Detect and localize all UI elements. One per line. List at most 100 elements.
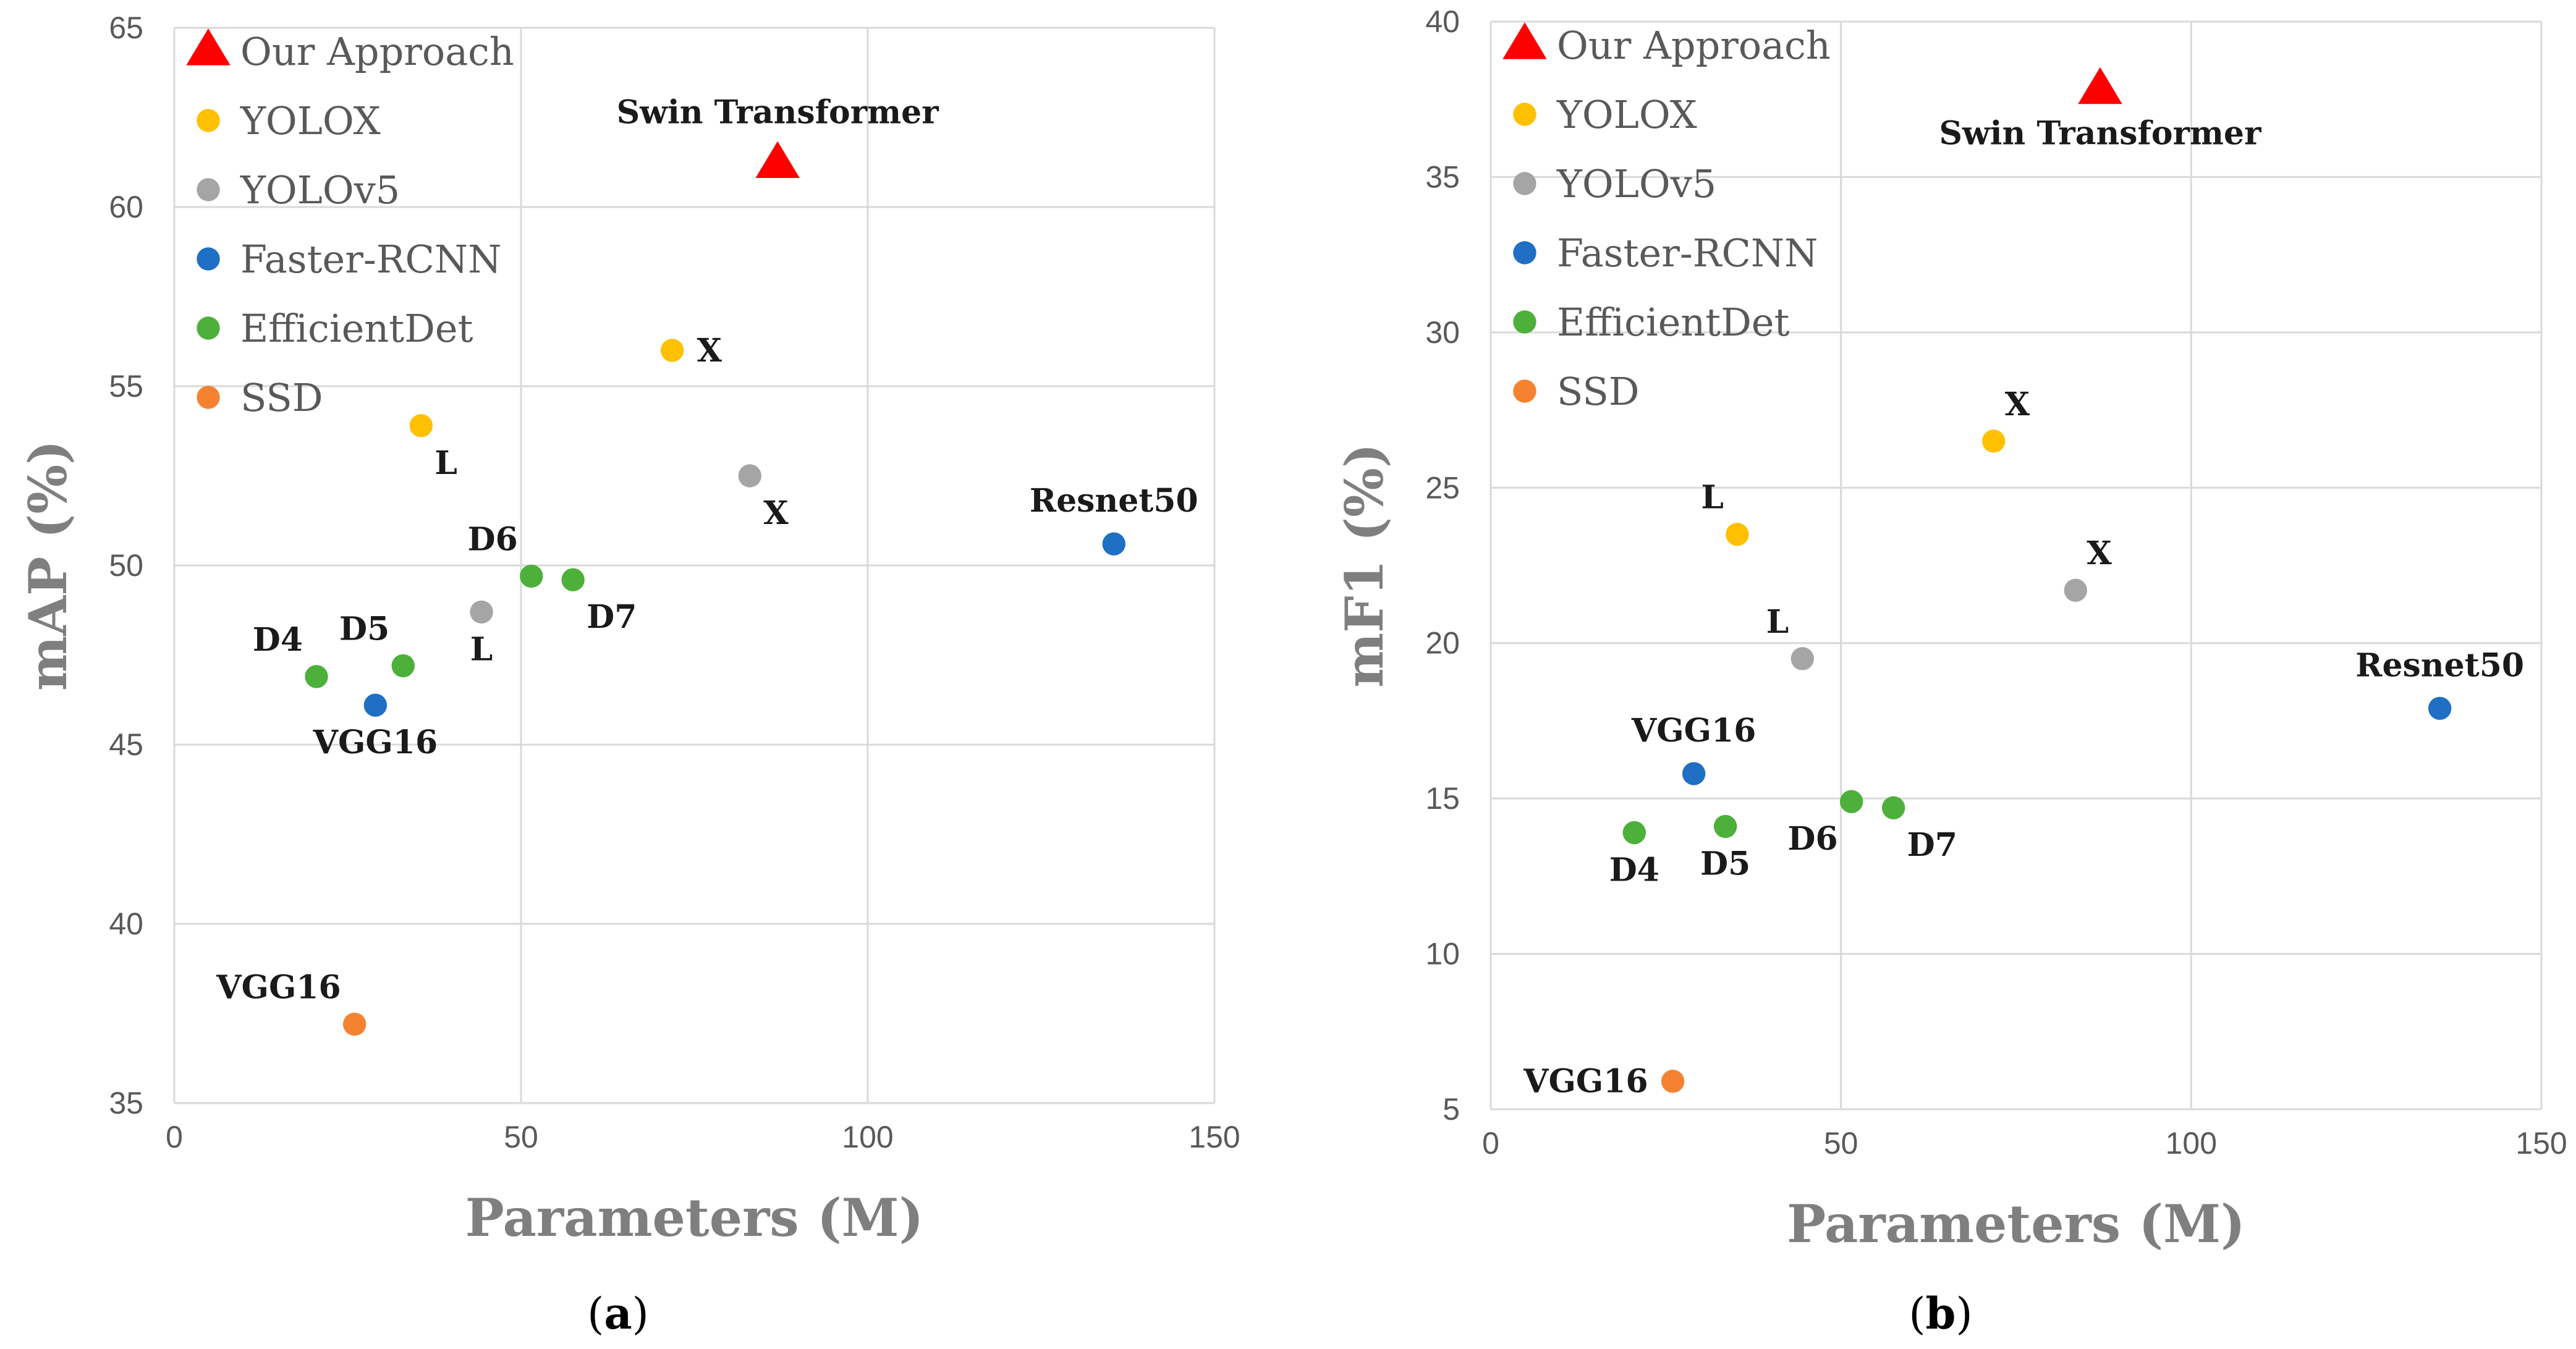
legend-marker-faster-rcnn [197, 247, 220, 271]
legend-marker-our-approach [186, 28, 231, 66]
legend-marker-yolov5 [197, 178, 220, 201]
y-axis-title: mAP (%) [17, 440, 78, 691]
y-tick-label-20: 20 [1425, 626, 1460, 661]
point-yolov5-x [2064, 578, 2088, 602]
legend-marker-ssd [197, 386, 220, 409]
x-tick-label-0: 0 [166, 1120, 183, 1154]
legend-marker-our-approach [1502, 22, 1547, 59]
point-label-faster-rcnn-vgg16: VGG16 [313, 724, 438, 761]
point-efficientdet-d5 [391, 654, 415, 678]
point-label-ssd-vgg16: VGG16 [1523, 1063, 1648, 1101]
legend-label-efficientdet: EfficientDet [1557, 300, 1790, 345]
x-tick-label-100: 100 [842, 1120, 893, 1154]
legend: Our Approach YOLOX YOLOv5 Faster-RCNN Effici… [1502, 22, 1831, 414]
point-label-efficientdet-d7: D7 [587, 598, 637, 636]
legend-label-ssd: SSD [240, 375, 323, 420]
legend: Our Approach YOLOX YOLOv5 Faster-RCNN Effici… [186, 28, 514, 420]
point-label-efficientdet-d5: D5 [339, 610, 389, 648]
x-axis-title: Parameters (M) [1787, 1193, 2245, 1254]
legend-label-efficientdet: EfficientDet [240, 306, 473, 351]
point-efficientdet-d6 [520, 564, 543, 588]
legend-label-yolox: YOLOX [1556, 92, 1697, 137]
y-tick-label-50: 50 [109, 548, 143, 583]
legend-marker-efficientdet [197, 316, 220, 340]
point-efficientdet-d6 [1839, 790, 1863, 813]
point-label-yolox-l: L [1701, 479, 1724, 517]
point-label-efficientdet-d4: D4 [1609, 851, 1659, 889]
point-label-our-approach-swin-transformer: Swin Transformer [617, 93, 939, 131]
x-tick-label-0: 0 [1482, 1126, 1499, 1161]
point-label-yolov5-l: L [470, 630, 493, 668]
legend-marker-yolov5 [1513, 172, 1536, 195]
panel-caption: (a) [587, 1288, 649, 1339]
point-label-ssd-vgg16: VGG16 [216, 968, 341, 1006]
point-label-efficientdet-d6: D6 [1787, 820, 1837, 858]
point-label-yolov5-l: L [1766, 603, 1789, 641]
point-yolox-l [1726, 523, 1749, 546]
point-label-efficientdet-d6: D6 [468, 520, 518, 558]
point-label-faster-rcnn-vgg16: VGG16 [1631, 712, 1756, 750]
y-tick-label-25: 25 [1425, 470, 1460, 505]
chart-panel-a: 0 50 100 150 35 40 45 50 55 60 65 Parameters (M) mAP… [17, 11, 1240, 1339]
caption-close-paren: ) [632, 1288, 649, 1339]
point-our-approach-swin-transformer [755, 141, 800, 179]
legend-label-our-approach: Our Approach [1557, 23, 1831, 68]
x-tick-label-150: 150 [1188, 1120, 1240, 1154]
point-label-efficientdet-d5: D5 [1700, 845, 1750, 882]
point-label-faster-rcnn-resnet50: Resnet50 [2355, 646, 2524, 684]
y-tick-label-60: 60 [109, 190, 143, 224]
panel-caption: (b) [1909, 1288, 1973, 1339]
point-label-yolov5-x: X [763, 494, 789, 532]
caption-letter: a [604, 1288, 632, 1339]
legend-marker-yolox [1513, 103, 1536, 126]
legend-marker-yolox [197, 109, 220, 132]
point-efficientdet-d4 [305, 665, 328, 688]
point-faster-rcnn-vgg16 [1682, 762, 1706, 785]
point-faster-rcnn-vgg16 [363, 693, 388, 717]
point-label-efficientdet-d7: D7 [1907, 826, 1957, 864]
point-label-efficientdet-d4: D4 [253, 621, 303, 659]
point-efficientdet-d7 [561, 568, 585, 591]
legend-label-yolov5: YOLOv5 [1556, 161, 1716, 206]
y-tick-label-35: 35 [109, 1086, 143, 1120]
y-tick-label-30: 30 [1425, 315, 1460, 350]
point-efficientdet-d7 [1881, 796, 1905, 819]
point-efficientdet-d5 [1713, 814, 1737, 839]
y-tick-label-55: 55 [109, 369, 143, 404]
caption-open-paren: ( [1909, 1288, 1925, 1339]
x-tick-label-100: 100 [2166, 1126, 2217, 1161]
point-ssd-vgg16 [1661, 1070, 1685, 1093]
y-tick-label-35: 35 [1425, 159, 1460, 194]
point-yolox-x [1982, 429, 2006, 453]
x-tick-label-150: 150 [2515, 1126, 2567, 1161]
y-tick-label-5: 5 [1443, 1092, 1460, 1127]
legend-label-faster-rcnn: Faster-RCNN [240, 237, 501, 282]
point-label-our-approach-swin-transformer: Swin Transformer [1939, 115, 2261, 153]
legend-label-yolov5: YOLOv5 [240, 167, 400, 213]
point-yolov5-x [738, 464, 761, 488]
chart-panel-b: 0 50 100 150 5 10 15 20 25 30 35 40 Parameters (M) mF… [1334, 4, 2567, 1339]
point-label-yolox-x: X [697, 332, 722, 370]
point-label-faster-rcnn-resnet50: Resnet50 [1030, 482, 1198, 520]
point-yolox-l [409, 414, 433, 438]
y-tick-label-15: 15 [1425, 781, 1460, 816]
y-tick-label-45: 45 [109, 727, 143, 762]
point-faster-rcnn-resnet50 [1102, 532, 1126, 556]
point-yolov5-l [470, 600, 493, 624]
point-efficientdet-d4 [1622, 821, 1646, 845]
y-tick-label-10: 10 [1425, 937, 1460, 971]
caption-open-paren: ( [587, 1288, 604, 1339]
legend-label-faster-rcnn: Faster-RCNN [1557, 230, 1818, 276]
caption-letter: b [1926, 1288, 1956, 1339]
point-yolox-x [660, 339, 684, 362]
y-axis-title: mF1 (%) [1334, 443, 1395, 688]
legend-marker-ssd [1513, 379, 1536, 403]
caption-close-paren: ) [1955, 1288, 1972, 1339]
legend-label-yolox: YOLOX [240, 98, 381, 143]
x-tick-label-50: 50 [1824, 1126, 1858, 1161]
point-yolov5-l [1790, 647, 1815, 670]
legend-marker-faster-rcnn [1513, 241, 1536, 264]
point-ssd-vgg16 [343, 1012, 366, 1036]
point-label-yolox-x: X [2005, 386, 2030, 423]
